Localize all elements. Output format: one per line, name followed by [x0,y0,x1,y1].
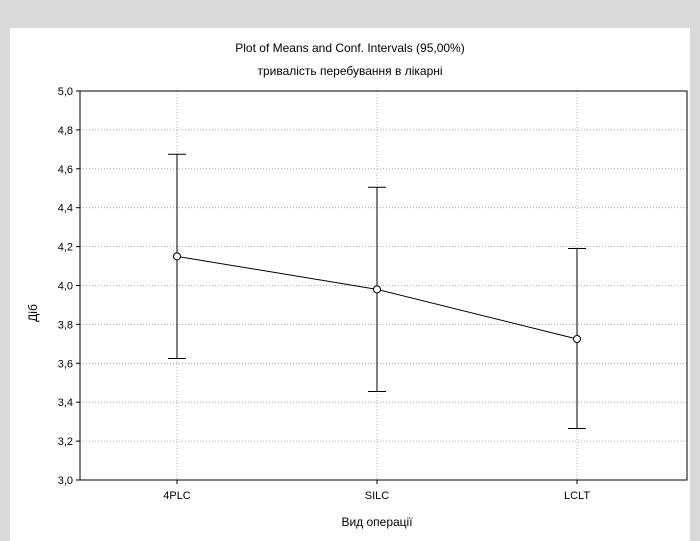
y-tick-label: 4,0 [58,281,73,293]
mean-point [173,252,181,261]
y-tick-label: 3,0 [58,475,73,487]
y-tick-label: 4,6 [58,164,73,176]
grid-lines [80,91,687,480]
x-axis-ticks: 4PLC SILC LCLT [163,480,590,502]
chart-svg: Plot of Means and Conf. Intervals (95,00… [26,41,688,529]
y-tick-label: 3,6 [58,358,73,370]
chart-title: Plot of Means and Conf. Intervals (95,00… [235,41,464,55]
mean-points [173,252,581,343]
y-tick-label: 4,2 [58,242,73,254]
y-tick-label: 3,2 [58,436,73,448]
y-tick-label: 4,4 [58,203,73,215]
y-tick-label: 3,4 [58,397,73,409]
y-tick-label: 4,8 [58,125,73,137]
x-tick-label: SILC [365,490,390,502]
y-axis-label: Діб [26,304,40,322]
y-axis-ticks: 3,0 3,2 3,4 3,6 3,8 4,0 4,2 4,4 4,6 4,8 5,0 [58,86,80,487]
y-tick-label: 3,8 [58,319,73,331]
x-tick-label: 4PLC [163,490,191,502]
x-tick-label: LCLT [564,490,590,502]
y-tick-label: 5,0 [58,86,73,98]
mean-point [373,285,381,294]
plot-frame [79,90,688,481]
x-axis-label: Вид операції [341,515,413,529]
mean-point [573,334,581,343]
chart-panel: Plot of Means and Conf. Intervals (95,00… [10,28,690,541]
chart-subtitle: тривалість перебування в лікарні [257,64,442,78]
